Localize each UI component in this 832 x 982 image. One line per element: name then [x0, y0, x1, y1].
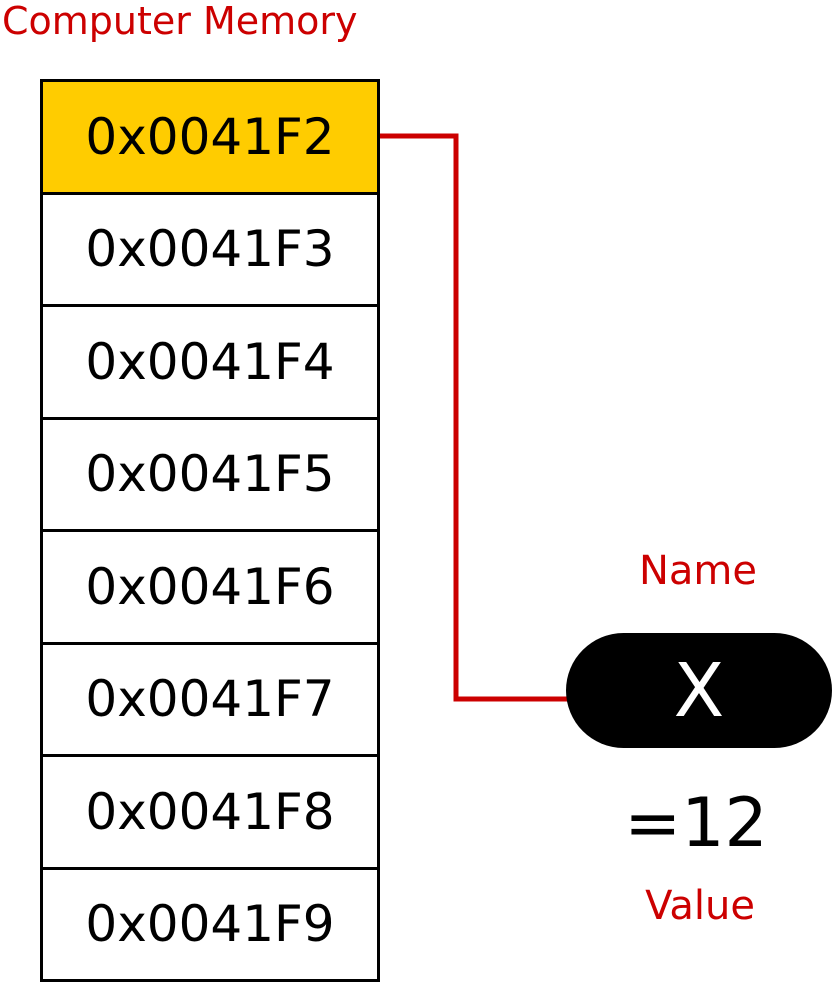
memory-cell: 0x0041F6 [43, 529, 377, 642]
memory-cell: 0x0041F7 [43, 641, 377, 754]
memory-cell: 0x0041F5 [43, 416, 377, 529]
memory-address: 0x0041F6 [85, 557, 335, 616]
memory-cell: 0x0041F3 [43, 191, 377, 304]
memory-address: 0x0041F9 [85, 895, 335, 954]
variable-name: X [673, 647, 725, 734]
memory-cell: 0x0041F8 [43, 754, 377, 867]
memory-address: 0x0041F4 [85, 332, 335, 391]
variable-name-pill: X [566, 633, 832, 748]
variable-value: =12 [624, 784, 768, 863]
memory-cell: 0x0041F9 [43, 866, 377, 979]
name-label: Name [638, 548, 757, 594]
memory-address: 0x0041F2 [85, 107, 335, 166]
memory-address: 0x0041F7 [85, 670, 335, 729]
memory-address: 0x0041F5 [85, 445, 335, 504]
memory-address: 0x0041F8 [85, 782, 335, 841]
memory-column: 0x0041F2 0x0041F3 0x0041F4 0x0041F5 0x00… [40, 79, 380, 982]
diagram-title: Computer Memory [2, 0, 358, 43]
memory-address: 0x0041F3 [85, 220, 335, 279]
connector-path [380, 133, 568, 702]
value-label: Value [645, 883, 755, 929]
memory-cell: 0x0041F2 [43, 79, 377, 192]
memory-cell: 0x0041F4 [43, 304, 377, 417]
